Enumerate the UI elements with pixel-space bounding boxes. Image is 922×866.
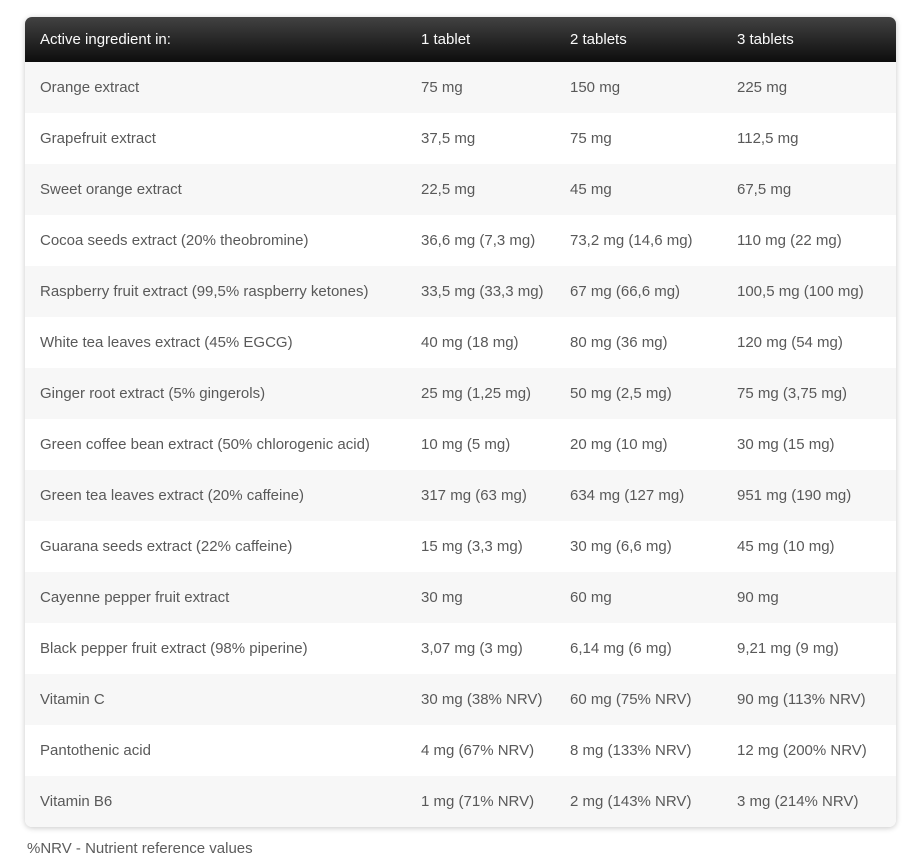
value-2-tablets: 73,2 mg (14,6 mg) bbox=[570, 232, 693, 249]
table-row-vitamin-c: Vitamin C 30 mg (38% NRV) 60 mg (75% NRV… bbox=[25, 674, 896, 725]
value-1-tablet: 1 mg (71% NRV) bbox=[421, 793, 535, 810]
value-3-tablets: 3 mg (214% NRV) bbox=[737, 793, 859, 810]
value-1-tablet: 30 mg (38% NRV) bbox=[421, 691, 543, 708]
value-3-tablets: 951 mg (190 mg) bbox=[737, 487, 852, 504]
value-2-tablets: 2 mg (143% NRV) bbox=[570, 793, 692, 810]
ingredient-name: Sweet orange extract bbox=[40, 181, 182, 198]
value-2-tablets: 50 mg (2,5 mg) bbox=[570, 385, 672, 402]
value-2-tablets: 67 mg (66,6 mg) bbox=[570, 283, 681, 300]
value-1-tablet: 10 mg (5 mg) bbox=[421, 436, 511, 453]
value-2-tablets: 75 mg bbox=[570, 130, 612, 147]
value-3-tablets: 30 mg (15 mg) bbox=[737, 436, 835, 453]
ingredient-name: White tea leaves extract (45% EGCG) bbox=[40, 334, 293, 351]
value-1-tablet: 22,5 mg bbox=[421, 181, 476, 198]
ingredient-name: Vitamin C bbox=[40, 691, 105, 708]
value-2-tablets: 8 mg (133% NRV) bbox=[570, 742, 692, 759]
ingredient-name: Pantothenic acid bbox=[40, 742, 151, 759]
ingredient-name: Black pepper fruit extract (98% piperine… bbox=[40, 640, 308, 657]
value-3-tablets: 110 mg (22 mg) bbox=[737, 232, 842, 249]
ingredient-name: Vitamin B6 bbox=[40, 793, 113, 810]
table-row-orange-extract: Orange extract 75 mg 150 mg 225 mg bbox=[25, 62, 896, 113]
header-1-tablet: 1 tablet bbox=[421, 31, 471, 48]
ingredient-name: Orange extract bbox=[40, 79, 140, 96]
value-2-tablets: 634 mg (127 mg) bbox=[570, 487, 685, 504]
value-1-tablet: 3,07 mg (3 mg) bbox=[421, 640, 523, 657]
value-3-tablets: 45 mg (10 mg) bbox=[737, 538, 835, 555]
table-row-white-tea-leaves-extract: White tea leaves extract (45% EGCG) 40 m… bbox=[25, 317, 896, 368]
value-1-tablet: 33,5 mg (33,3 mg) bbox=[421, 283, 544, 300]
table-row-pantothenic-acid: Pantothenic acid 4 mg (67% NRV) 8 mg (13… bbox=[25, 725, 896, 776]
value-2-tablets: 20 mg (10 mg) bbox=[570, 436, 668, 453]
table-row-green-coffee-bean-extract: Green coffee bean extract (50% chlorogen… bbox=[25, 419, 896, 470]
ingredient-name: Cayenne pepper fruit extract bbox=[40, 589, 230, 606]
header-active-ingredient: Active ingredient in: bbox=[40, 31, 171, 48]
ingredient-name: Raspberry fruit extract (99,5% raspberry… bbox=[40, 283, 369, 300]
value-3-tablets: 12 mg (200% NRV) bbox=[737, 742, 867, 759]
value-2-tablets: 6,14 mg (6 mg) bbox=[570, 640, 672, 657]
nrv-footnote: %NRV - Nutrient reference values bbox=[27, 840, 253, 857]
table-row-vitamin-b6: Vitamin B6 1 mg (71% NRV) 2 mg (143% NRV… bbox=[25, 776, 896, 827]
value-1-tablet: 4 mg (67% NRV) bbox=[421, 742, 535, 759]
value-1-tablet: 36,6 mg (7,3 mg) bbox=[421, 232, 536, 249]
ingredient-name: Ginger root extract (5% gingerols) bbox=[40, 385, 266, 402]
value-3-tablets: 120 mg (54 mg) bbox=[737, 334, 843, 351]
table-row-cayenne-pepper-fruit-extract: Cayenne pepper fruit extract 30 mg 60 mg… bbox=[25, 572, 896, 623]
ingredient-name: Green tea leaves extract (20% caffeine) bbox=[40, 487, 305, 504]
value-1-tablet: 15 mg (3,3 mg) bbox=[421, 538, 523, 555]
value-2-tablets: 60 mg (75% NRV) bbox=[570, 691, 692, 708]
table-header-row: Active ingredient in: 1 tablet 2 tablets… bbox=[25, 17, 896, 62]
value-3-tablets: 9,21 mg (9 mg) bbox=[737, 640, 839, 657]
table-row-black-pepper-fruit-extract: Black pepper fruit extract (98% piperine… bbox=[25, 623, 896, 674]
table-row-ginger-root-extract: Ginger root extract (5% gingerols) 25 mg… bbox=[25, 368, 896, 419]
table-body: Orange extract 75 mg 150 mg 225 mg Grape… bbox=[25, 62, 896, 827]
ingredient-name: Green coffee bean extract (50% chlorogen… bbox=[40, 436, 370, 453]
ingredient-name: Guarana seeds extract (22% caffeine) bbox=[40, 538, 293, 555]
value-2-tablets: 30 mg (6,6 mg) bbox=[570, 538, 672, 555]
value-2-tablets: 150 mg bbox=[570, 79, 621, 96]
value-3-tablets: 90 mg (113% NRV) bbox=[737, 691, 866, 708]
ingredient-name: Grapefruit extract bbox=[40, 130, 156, 147]
value-1-tablet: 40 mg (18 mg) bbox=[421, 334, 519, 351]
header-2-tablets: 2 tablets bbox=[570, 31, 627, 48]
table-row-grapefruit-extract: Grapefruit extract 37,5 mg 75 mg 112,5 m… bbox=[25, 113, 896, 164]
value-1-tablet: 37,5 mg bbox=[421, 130, 476, 147]
value-1-tablet: 317 mg (63 mg) bbox=[421, 487, 527, 504]
active-ingredients-table: Active ingredient in: 1 tablet 2 tablets… bbox=[25, 17, 896, 827]
table-row-sweet-orange-extract: Sweet orange extract 22,5 mg 45 mg 67,5 … bbox=[25, 164, 896, 215]
value-1-tablet: 30 mg bbox=[421, 589, 463, 606]
value-3-tablets: 112,5 mg bbox=[737, 130, 799, 147]
table-row-guarana-seeds-extract: Guarana seeds extract (22% caffeine) 15 … bbox=[25, 521, 896, 572]
table-row-raspberry-fruit-extract: Raspberry fruit extract (99,5% raspberry… bbox=[25, 266, 896, 317]
table-row-cocoa-seeds-extract: Cocoa seeds extract (20% theobromine) 36… bbox=[25, 215, 896, 266]
value-2-tablets: 45 mg bbox=[570, 181, 612, 198]
value-3-tablets: 100,5 mg (100 mg) bbox=[737, 283, 864, 300]
ingredient-name: Cocoa seeds extract (20% theobromine) bbox=[40, 232, 309, 249]
value-1-tablet: 75 mg bbox=[421, 79, 463, 96]
value-2-tablets: 80 mg (36 mg) bbox=[570, 334, 668, 351]
header-3-tablets: 3 tablets bbox=[737, 31, 794, 48]
value-3-tablets: 67,5 mg bbox=[737, 181, 792, 198]
value-3-tablets: 90 mg bbox=[737, 589, 779, 606]
value-3-tablets: 75 mg (3,75 mg) bbox=[737, 385, 848, 402]
value-1-tablet: 25 mg (1,25 mg) bbox=[421, 385, 532, 402]
value-2-tablets: 60 mg bbox=[570, 589, 612, 606]
table-row-green-tea-leaves-extract: Green tea leaves extract (20% caffeine) … bbox=[25, 470, 896, 521]
value-3-tablets: 225 mg bbox=[737, 79, 788, 96]
